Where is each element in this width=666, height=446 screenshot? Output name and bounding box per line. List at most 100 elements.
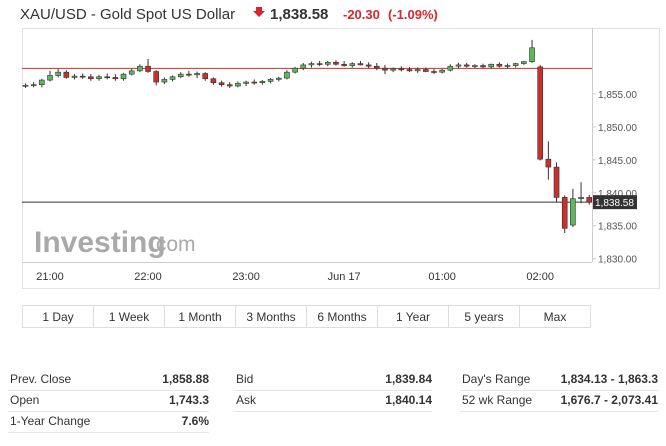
change-pct: (-1.09%) xyxy=(388,7,438,22)
candle-body xyxy=(79,75,86,78)
candle-body xyxy=(145,65,151,72)
stat-label: Open xyxy=(10,393,39,407)
candle-body xyxy=(431,71,437,73)
candle-body xyxy=(96,76,102,80)
candle-body xyxy=(292,67,298,73)
candle-body xyxy=(218,82,225,85)
stat-label: Prev. Close xyxy=(10,372,71,386)
candle-body xyxy=(561,197,568,229)
down-arrow xyxy=(253,7,265,17)
candle-body xyxy=(447,65,454,71)
candle-body xyxy=(521,61,527,64)
price: 1,838.58 xyxy=(270,6,328,23)
candle-body xyxy=(30,84,37,86)
candle-body xyxy=(88,76,94,80)
x-tick-label: Jun 17 xyxy=(328,271,361,283)
range-button-label[interactable]: 1 Year xyxy=(396,310,430,324)
candle-body xyxy=(47,75,53,81)
candle-body xyxy=(480,65,486,68)
y-tick-label: 1,835.00 xyxy=(598,222,637,233)
stat-value: 1,840.14 xyxy=(385,393,432,407)
stat-label: Bid xyxy=(236,372,253,386)
candle-body xyxy=(169,76,176,80)
candle-body xyxy=(186,73,192,76)
candle-body xyxy=(316,63,323,65)
y-tick-label: 1,855.00 xyxy=(598,90,637,101)
candle-body xyxy=(194,73,200,76)
candle-body xyxy=(373,65,380,69)
plot: 1,830.00 1,835.00 1,840.00 1,845.00 1,850.00… xyxy=(22,39,637,283)
candle-body xyxy=(455,64,462,67)
range-button[interactable] xyxy=(519,305,591,328)
stat-value: 1,743.3 xyxy=(169,393,209,407)
candle-body xyxy=(210,78,217,84)
candle-body xyxy=(496,63,503,67)
watermark-suffix: .com xyxy=(150,233,196,256)
range-button-label[interactable]: 1 Day xyxy=(42,310,73,324)
x-tick-label: 21:00 xyxy=(36,271,64,283)
candle-body xyxy=(324,61,331,65)
candle-body xyxy=(137,65,143,72)
candle-body xyxy=(259,81,266,84)
stats: Prev. Close 1,858.88 Open 1,743.3 1-Year Cha… xyxy=(8,372,658,433)
range-button-label[interactable]: 3 Months xyxy=(246,310,295,324)
candle-body xyxy=(423,69,429,72)
candle-body xyxy=(333,61,339,65)
candle-body xyxy=(578,197,584,200)
candle-body xyxy=(55,71,61,76)
candle-body xyxy=(308,63,315,66)
watermark-brand: Investing xyxy=(34,226,166,259)
stat-value: 7.6% xyxy=(182,414,210,428)
range-buttons: 1 Day 1 Week 1 Month 3 Months 6 Months 1 Year… xyxy=(22,305,591,328)
candle-body xyxy=(545,158,552,168)
change: -20.30 xyxy=(343,7,380,22)
stat-label: Ask xyxy=(236,393,257,407)
candle-body xyxy=(243,81,249,84)
candle-body xyxy=(275,77,282,80)
candle-body xyxy=(529,47,535,62)
stat-label: 1-Year Change xyxy=(10,414,91,428)
stat-value: 1,839.84 xyxy=(385,372,432,386)
candle-body xyxy=(161,79,168,83)
candle-body xyxy=(414,69,421,72)
stat-label: Day's Range xyxy=(462,372,531,386)
candle-body xyxy=(512,63,519,66)
candle-body xyxy=(104,76,110,79)
candle-body xyxy=(504,65,511,67)
stat-value: 1,676.7 - 2,073.41 xyxy=(561,393,659,407)
candle-body xyxy=(153,71,160,83)
candle-body xyxy=(39,79,45,85)
stat-label: 52 wk Range xyxy=(462,393,532,407)
candle-body xyxy=(22,85,29,87)
candle-body xyxy=(553,166,560,198)
range-button-label[interactable]: 5 years xyxy=(464,310,503,324)
range-button-label[interactable]: 6 Months xyxy=(317,310,366,324)
chart-frame xyxy=(22,28,660,289)
range-button-label[interactable]: Max xyxy=(544,310,567,324)
candle-body xyxy=(357,63,364,66)
candle-body xyxy=(63,71,70,78)
candle-body xyxy=(226,84,233,87)
candle-body xyxy=(267,79,274,82)
x-tick-label: 01:00 xyxy=(428,271,456,283)
candle-body xyxy=(112,77,119,80)
candle-body xyxy=(439,69,445,73)
candle-body xyxy=(284,71,290,79)
stat-value: 1,834.13 - 1,863.3 xyxy=(561,372,659,386)
candle-body xyxy=(71,75,78,78)
candle-body xyxy=(537,66,544,160)
candle-body xyxy=(365,64,372,67)
x-tick-label: 02:00 xyxy=(526,271,554,283)
x-tick-label: 22:00 xyxy=(134,271,162,283)
y-tick-label: 1,840.00 xyxy=(598,189,637,200)
range-button-label[interactable]: 1 Month xyxy=(178,310,221,324)
range-button-label[interactable]: 1 Week xyxy=(109,310,150,324)
candle-body xyxy=(570,198,576,226)
instrument-title: XAU/USD - Gold Spot US Dollar xyxy=(20,6,235,23)
candle-body xyxy=(235,83,241,87)
candle-body xyxy=(349,63,356,66)
stat-value: 1,858.88 xyxy=(162,372,209,386)
candle-body xyxy=(300,64,307,69)
